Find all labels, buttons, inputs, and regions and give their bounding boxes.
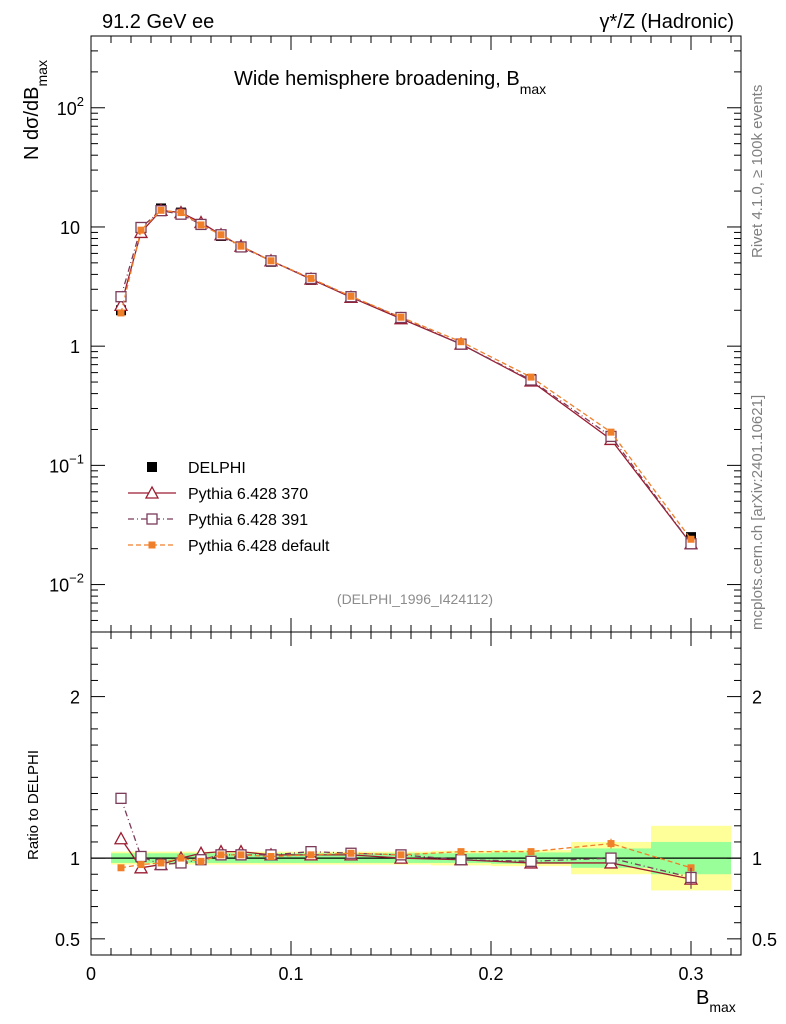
series-2-point-11 [457,338,465,346]
legend-label-1: Pythia 6.428 370 [188,486,308,503]
series-1-point-0 [115,291,127,303]
xlabel: Bmax [696,987,736,1015]
x-tick-label-0: 0 [86,964,96,984]
legend-label-2: Pythia 6.428 391 [188,512,308,529]
series-2-point-9 [347,292,355,300]
series-2-point-6 [237,242,245,250]
series-2-point-14 [687,535,695,543]
legend-label-3: Pythia 6.428 default [188,538,330,555]
series-1-ratio-point-12 [525,855,537,867]
ratio-ylabel: Ratio to DELPHI [25,750,42,860]
series-2-point-5 [217,231,225,239]
series-2-ratio-point-4 [197,857,205,865]
series-2-point-7 [267,257,275,265]
rivet-label: Rivet 4.1.0, ≥ 100k events [749,85,766,258]
yratio-tick-label-r-1: 1 [752,849,762,869]
legend-marker-2 [146,513,158,525]
series-2-ratio-point-3 [177,854,185,862]
series-2-point-12 [527,373,535,381]
legend-label-0: DELPHI [188,460,246,477]
series-2-ratio-point-5 [217,851,225,859]
header-right: γ*/Z (Hadronic) [600,11,734,33]
ymain-tick-label-2: 1 [70,337,80,357]
yratio-tick-label-l-2: 0.5 [55,930,80,950]
x-tick-label-1: 0.1 [278,964,303,984]
series-2-ratio-point-9 [347,849,355,857]
ymain-tick-label-0: 102 [57,94,84,119]
ratio-panel-frame [90,631,742,956]
plot-title: Wide hemisphere broadening, Bmax [234,68,546,97]
yratio-tick-label-l-0: 2 [70,688,80,708]
legend-marker-0 [147,462,157,472]
series-line-main-1 [120,209,692,545]
analysis-tag: (DELPHI_1996_I424112) [337,591,493,607]
ymain-tick-label-4: 10−2 [49,571,84,596]
series-2-point-10 [397,313,405,321]
series-2-point-2 [157,206,165,214]
legend-marker-3 [148,541,156,549]
series-2-point-3 [177,209,185,217]
series-2-ratio-point-8 [307,851,315,859]
series-2-point-0 [117,309,125,317]
series-1-ratio-point-11 [455,854,467,866]
series-2-point-4 [197,221,205,229]
header-left: 91.2 GeV ee [102,11,214,33]
yratio-tick-label-l-1: 1 [70,849,80,869]
series-1-ratio-point-1 [135,850,147,863]
ymain-tick-label-1: 10 [60,218,80,238]
x-tick-label-2: 0.2 [478,964,503,984]
series-2-ratio-point-1 [137,861,145,869]
series-2-ratio-point-2 [157,859,165,867]
series-layer [113,202,699,889]
ymain-tick-label-3: 10−1 [49,451,84,476]
series-2-ratio-point-10 [397,851,405,859]
yratio-tick-label-r-2: 0.5 [752,930,777,950]
series-0-ratio-point-0 [113,831,129,845]
legend-marker-1 [144,485,160,499]
axis-ticks: 0 0.1 0.2 0.3 102 10 1 10−1 10−2 2 2 1 1 0.5 0.5 [49,35,777,984]
series-2-ratio-point-0 [117,864,125,872]
main-ylabel: N dσ/dBmax [21,60,50,160]
yratio-tick-label-r-0: 2 [752,688,762,708]
mcplots-label: mcplots.cern.ch [arXiv:2401.10621] [749,395,766,630]
series-2-ratio-point-12 [527,848,535,856]
series-2-ratio-point-6 [237,851,245,859]
x-tick-label-3: 0.3 [678,964,703,984]
series-2-point-13 [607,428,615,436]
series-1-ratio-point-0 [115,792,127,804]
legend: DELPHI Pythia 6.428 370 Pythia 6.428 391 Py… [128,460,330,555]
series-2-ratio-point-11 [457,848,465,856]
series-line-ratio-1 [120,798,692,879]
series-2-ratio-point-7 [267,852,275,860]
series-1-ratio-point-13 [605,852,617,864]
series-2-point-1 [137,226,145,234]
series-2-point-8 [307,274,315,282]
